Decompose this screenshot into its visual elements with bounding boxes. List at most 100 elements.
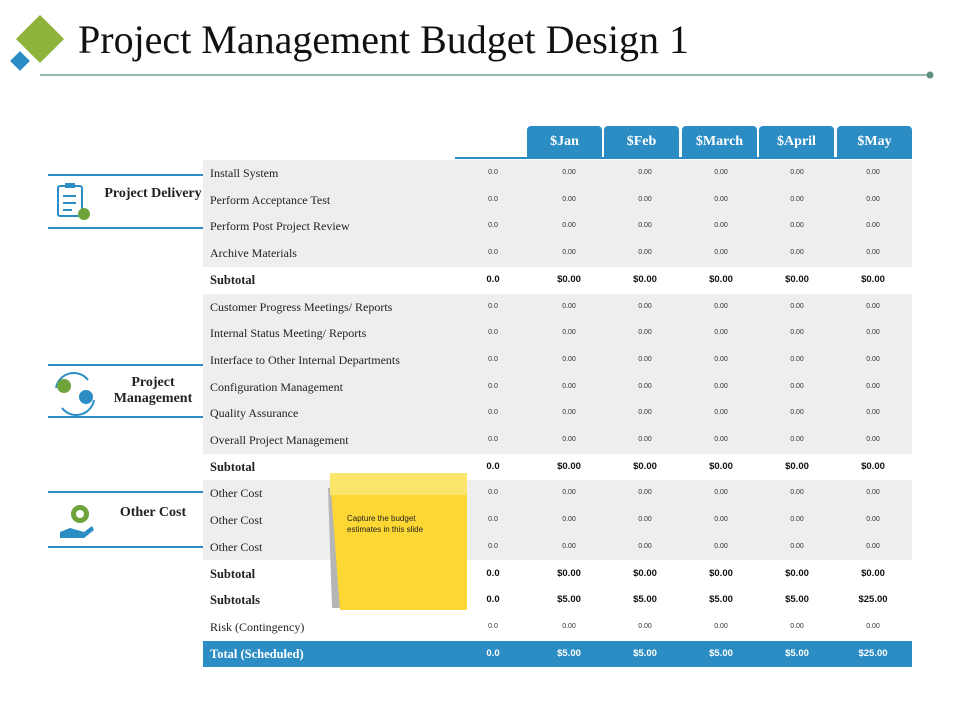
cell-value: 0.0 — [486, 594, 500, 606]
row-bg — [203, 400, 912, 427]
row-label: Subtotal — [210, 566, 256, 581]
cell-value: 0.00 — [866, 169, 880, 176]
row-label: Perform Acceptance Test — [210, 192, 331, 207]
cell-value: 0.00 — [790, 516, 804, 524]
row-bg — [203, 587, 912, 614]
cell-value: 0.00 — [638, 542, 652, 550]
cell-value: $0.00 — [709, 273, 733, 285]
cell-value: 0.00 — [866, 622, 880, 630]
cell-value: 0.00 — [562, 622, 576, 630]
cell-value: 0.00 — [866, 516, 880, 524]
cell-value: 0.0 — [488, 302, 498, 310]
section-label: Project Management — [113, 375, 193, 406]
column-header: $May — [837, 126, 912, 157]
cell-value: $0.00 — [861, 460, 885, 472]
cell-value: 0.00 — [714, 195, 728, 203]
cell-value: 0.00 — [562, 302, 576, 310]
row-bg — [203, 186, 912, 214]
sticky-note — [328, 473, 467, 610]
cell-value: 0.00 — [638, 169, 652, 176]
title: Project Management Budget Design 1 — [78, 17, 689, 62]
cell-value: 0.00 — [562, 195, 576, 203]
cell-value: 0.00 — [714, 489, 728, 497]
cell-value: 0.00 — [866, 489, 880, 497]
cell-value: 0.00 — [638, 302, 652, 310]
cell-value: $0.00 — [709, 460, 733, 472]
management-icon — [55, 372, 95, 416]
cell-value: 0.00 — [638, 622, 652, 630]
row-label: Interface to Other Internal Departments — [210, 352, 400, 367]
cell-value: 0.00 — [714, 355, 728, 363]
cell-value: 0.00 — [866, 382, 880, 390]
cell-value: 0.00 — [714, 302, 728, 310]
row-label: Customer Progress Meetings/ Reports — [210, 299, 393, 314]
cell-value: 0.00 — [562, 409, 576, 417]
row-bg — [203, 427, 912, 454]
cell-value: $5.00 — [633, 594, 657, 606]
cell-value: $0.00 — [785, 460, 809, 472]
cell-value: 0.00 — [866, 222, 880, 230]
row-bg — [203, 240, 912, 267]
note-text: Capture the budget estimates in this sli… — [347, 514, 424, 534]
cell-value: $5.00 — [557, 647, 581, 659]
row-label: Subtotals — [210, 593, 261, 608]
cell-value: $5.00 — [709, 647, 733, 659]
cell-value: $5.00 — [785, 647, 809, 659]
cell-value: 0.0 — [488, 436, 498, 443]
cell-value: 0.00 — [638, 249, 652, 257]
row-bg — [203, 320, 912, 347]
cell-value: 0.00 — [638, 382, 652, 390]
row-bg — [203, 160, 912, 187]
cell-value: 0.00 — [714, 249, 728, 257]
cell-value: 0.00 — [790, 622, 804, 630]
cell-value: 0.00 — [714, 409, 728, 417]
row-label: Internal Status Meeting/ Reports — [210, 326, 367, 341]
row-bg — [203, 266, 912, 294]
column-header: $April — [759, 126, 834, 157]
row-label: Perform Post Project Review — [210, 219, 350, 234]
cell-value: 0.0 — [488, 195, 498, 203]
cell-value: 0.00 — [866, 355, 880, 363]
row-label: Overall Project Management — [210, 433, 349, 447]
cell-value: 0.00 — [562, 355, 576, 363]
cell-value: 0.00 — [562, 222, 576, 230]
column-header: $Jan — [527, 126, 602, 157]
cell-value: 0.0 — [488, 622, 498, 630]
note-tape — [330, 473, 467, 495]
cell-value: 0.0 — [486, 460, 500, 472]
cell-value: 0.00 — [562, 329, 576, 337]
cell-value: 0.00 — [790, 302, 804, 310]
cell-value: 0.00 — [714, 622, 728, 630]
cell-value: 0.00 — [562, 436, 576, 443]
row-label: Other Cost — [210, 539, 263, 554]
cell-value: 0.00 — [638, 329, 652, 337]
cell-value: $0.00 — [709, 567, 733, 579]
rule-dot — [926, 71, 934, 79]
row-bg — [203, 293, 912, 321]
cell-value: 0.0 — [486, 273, 500, 285]
section-lines — [48, 174, 203, 548]
delivery-icon — [57, 183, 90, 220]
cell-value: $25.00 — [858, 594, 888, 606]
cost-icon — [60, 505, 94, 538]
row-bg — [203, 560, 912, 588]
cell-value: 0.00 — [866, 542, 880, 550]
cell-value: 0.00 — [790, 195, 804, 203]
cell-value: $0.00 — [557, 567, 581, 579]
row-label: Subtotal — [210, 459, 256, 474]
cell-value: $5.00 — [633, 647, 657, 659]
cell-value: 0.00 — [714, 169, 728, 176]
cell-value: $0.00 — [557, 460, 581, 472]
row-bg — [203, 373, 912, 401]
cell-value: 0.00 — [790, 409, 804, 417]
row-label: Subtotal — [210, 272, 256, 287]
cell-value: 0.00 — [714, 516, 728, 524]
cell-value: 0.00 — [638, 489, 652, 497]
cell-value: $5.00 — [785, 594, 809, 606]
cell-value: 0.00 — [790, 249, 804, 257]
row-bg — [203, 533, 912, 561]
row-bg — [203, 213, 912, 241]
row-label: Configuration Management — [210, 379, 343, 394]
cell-value: 0.00 — [790, 169, 804, 176]
